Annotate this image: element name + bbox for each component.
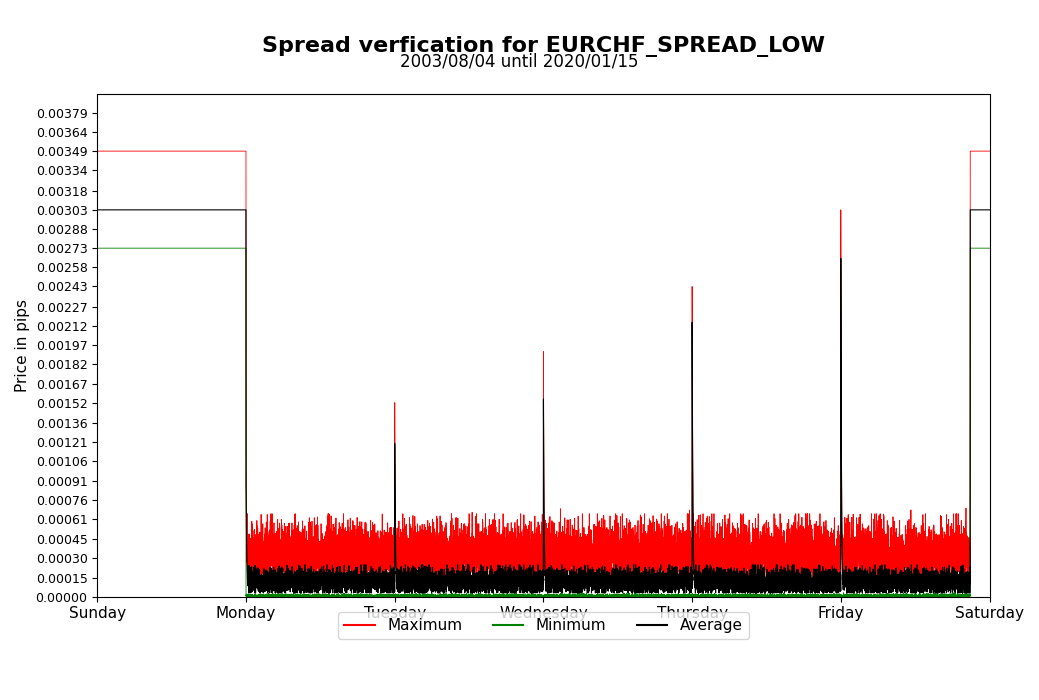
Title: Spread verfication for EURCHF_SPREAD_LOW: Spread verfication for EURCHF_SPREAD_LOW	[262, 36, 825, 57]
Average	[427, 575, 439, 584]
Average	[299, 578, 312, 587]
Minimum	[427, 592, 439, 601]
Minimum	[275, 592, 288, 601]
Maximum	[91, 147, 104, 155]
Maximum	[983, 147, 995, 155]
Minimum	[293, 591, 305, 599]
Maximum	[299, 572, 312, 580]
Average	[242, 589, 255, 597]
Legend: Maximum, Minimum, Average: Maximum, Minimum, Average	[338, 612, 748, 639]
Minimum	[233, 244, 245, 253]
Minimum	[91, 244, 104, 253]
Average	[91, 206, 104, 214]
Maximum	[242, 580, 255, 588]
Maximum	[293, 547, 305, 556]
Average	[983, 206, 995, 214]
Average	[294, 579, 307, 587]
Y-axis label: Price in pips: Price in pips	[15, 299, 30, 392]
Minimum	[294, 591, 307, 599]
Maximum	[427, 518, 439, 526]
Minimum	[983, 244, 995, 253]
Average	[233, 206, 245, 214]
Maximum	[294, 566, 307, 575]
Average	[293, 581, 305, 589]
Maximum	[897, 580, 909, 588]
Average	[897, 573, 909, 582]
Text: 2003/08/04 until 2020/01/15: 2003/08/04 until 2020/01/15	[400, 52, 639, 71]
Line: Minimum: Minimum	[98, 248, 989, 596]
Line: Average: Average	[98, 210, 989, 593]
Line: Maximum: Maximum	[98, 151, 989, 584]
Minimum	[897, 591, 909, 599]
Minimum	[299, 591, 312, 599]
Maximum	[233, 147, 245, 155]
